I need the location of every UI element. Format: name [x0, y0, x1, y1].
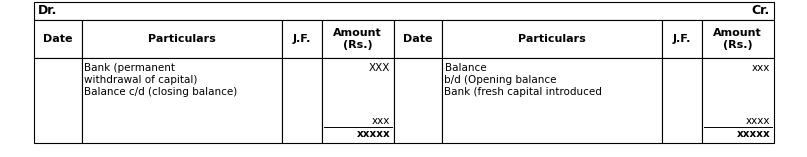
Bar [321, 58, 394, 143]
Bar [282, 20, 321, 58]
Text: withdrawal of capital): withdrawal of capital) [85, 75, 198, 85]
Text: Bank (permanent: Bank (permanent [85, 63, 175, 73]
Text: Balance: Balance [445, 63, 486, 73]
Text: XXX: XXX [369, 63, 391, 73]
Bar [34, 2, 773, 20]
Text: Particulars: Particulars [148, 34, 215, 44]
Bar [441, 58, 662, 143]
Bar [701, 20, 773, 58]
Bar [441, 20, 662, 58]
Bar [394, 20, 441, 58]
Text: Date: Date [403, 34, 433, 44]
Text: Amount
(Rs.): Amount (Rs.) [333, 28, 382, 50]
Bar [82, 58, 282, 143]
Text: Amount
(Rs.): Amount (Rs.) [713, 28, 762, 50]
Bar [82, 20, 282, 58]
Text: xxxxx: xxxxx [737, 129, 771, 139]
Text: Date: Date [43, 34, 73, 44]
Bar [34, 58, 82, 143]
Text: Cr.: Cr. [751, 5, 770, 17]
Text: xxx: xxx [752, 63, 771, 73]
Bar [701, 58, 773, 143]
Bar [282, 58, 321, 143]
Text: Balance c/d (closing balance): Balance c/d (closing balance) [85, 87, 238, 97]
Text: J.F.: J.F. [672, 34, 691, 44]
Bar [321, 20, 394, 58]
Bar [394, 58, 441, 143]
Text: b/d (Opening balance: b/d (Opening balance [445, 75, 557, 85]
Text: Particulars: Particulars [517, 34, 585, 44]
Text: Bank (fresh capital introduced: Bank (fresh capital introduced [445, 87, 602, 97]
Text: xxxxx: xxxxx [357, 129, 391, 139]
Text: xxx: xxx [372, 116, 391, 126]
Text: xxxx: xxxx [746, 116, 771, 126]
Text: J.F.: J.F. [292, 34, 311, 44]
Text: Dr.: Dr. [37, 5, 56, 17]
Bar [34, 20, 82, 58]
Bar [662, 20, 701, 58]
Bar [662, 58, 701, 143]
